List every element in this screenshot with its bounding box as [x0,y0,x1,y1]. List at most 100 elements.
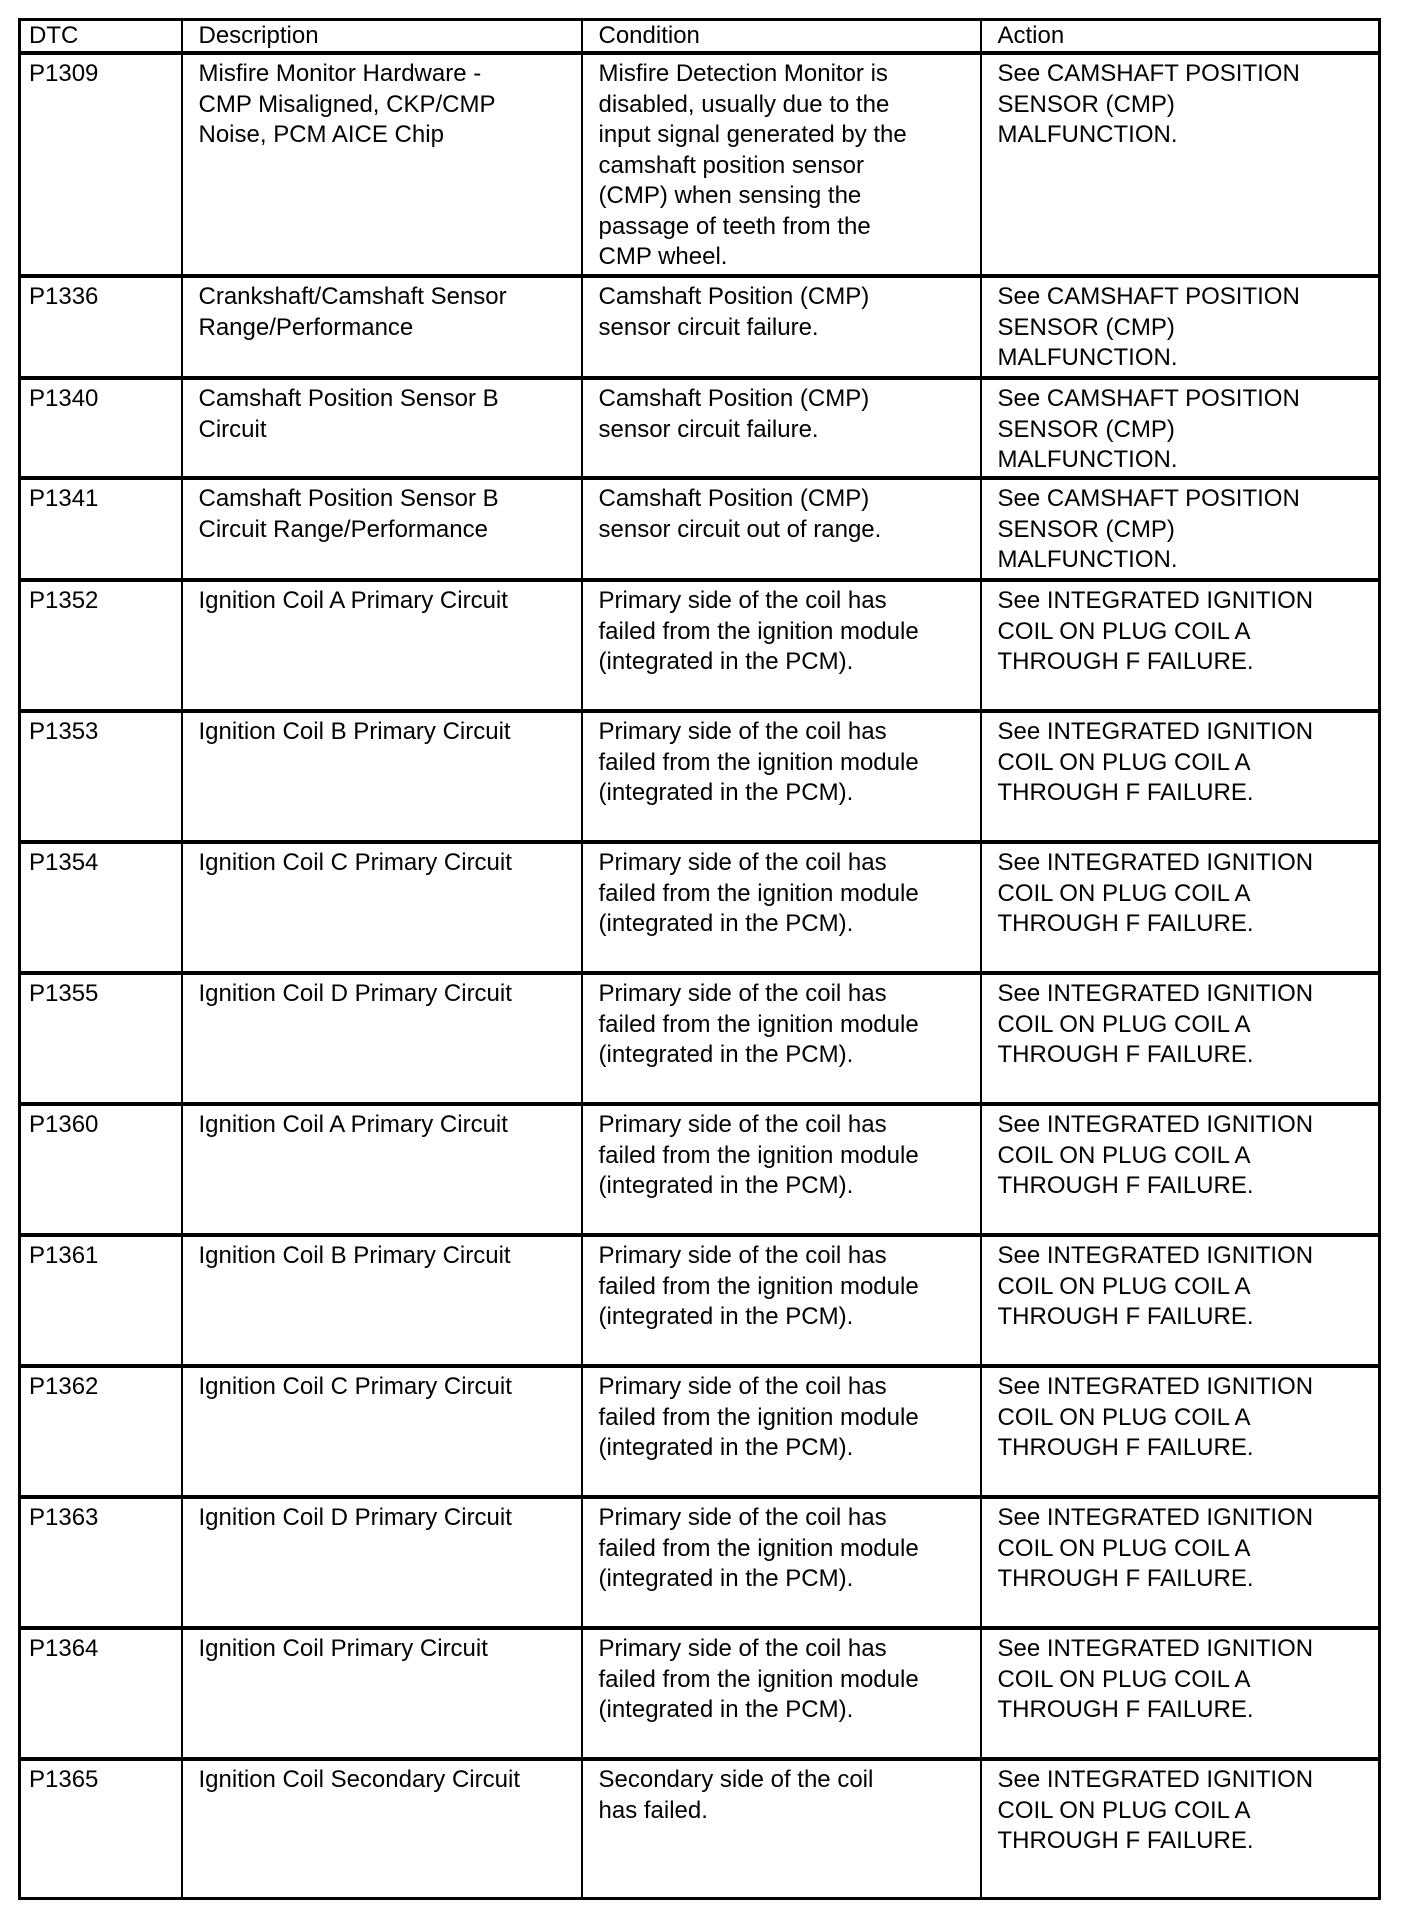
condition-line: Camshaft Position (CMP) [598,485,870,512]
action-line: See INTEGRATED IGNITION [997,1242,1314,1269]
condition-line: (integrated in the PCM). [598,1434,854,1461]
condition-cell: Secondary side of the coil has failed. [580,1758,982,1899]
condition-line: (integrated in the PCM). [598,648,854,675]
condition-line: Primary side of the coil has [598,587,887,614]
condition-line: (integrated in the PCM). [598,1696,854,1723]
condition-line: failed from the ignition module [598,748,919,776]
condition-line: Misfire Detection Monitor is [598,60,888,87]
action-line: MALFUNCTION. [997,446,1178,473]
action-line: COIL ON PLUG COIL A [997,879,1251,907]
action-line: COIL ON PLUG COIL A [997,1141,1251,1169]
description-line: Camshaft Position Sensor B [198,385,499,412]
action-cell: See CAMSHAFT POSITION SENSOR (CMP) MALFUNC… [979,377,1381,479]
action-line: SENSOR (CMP) [997,415,1175,443]
description-line: Range/Performance [198,313,414,341]
description-line: Ignition Coil A Primary Circuit [198,1111,508,1138]
table-row: P1353 Ignition Coil B Primary Circuit Prim… [18,710,1381,843]
header-description: Description [180,18,583,54]
action-line: See INTEGRATED IGNITION [997,1504,1314,1531]
description-line: Ignition Coil D Primary Circuit [198,1504,512,1531]
dtc-cell: P1352 [18,579,183,712]
description-line: Crankshaft/Camshaft Sensor [198,283,507,310]
description-cell: Ignition Coil B Primary Circuit [180,710,583,843]
action-line: See INTEGRATED IGNITION [997,718,1314,745]
description-line: CMP Misaligned, CKP/CMP [198,90,496,118]
action-line: See CAMSHAFT POSITION [997,485,1300,512]
description-cell: Ignition Coil Secondary Circuit [180,1758,583,1899]
action-line: THROUGH F FAILURE. [997,1303,1254,1330]
action-line: See INTEGRATED IGNITION [997,980,1314,1007]
description-line: Ignition Coil C Primary Circuit [198,849,512,876]
action-line: THROUGH F FAILURE. [997,1041,1254,1068]
condition-cell: Primary side of the coil has failed from … [580,579,982,712]
action-line: SENSOR (CMP) [997,515,1175,543]
dtc-cell: P1353 [18,710,183,843]
action-line: See INTEGRATED IGNITION [997,1635,1314,1662]
condition-line: Secondary side of the coil [598,1766,874,1793]
condition-line: failed from the ignition module [598,1665,919,1693]
description-line: Misfire Monitor Hardware - [198,60,482,87]
action-line: SENSOR (CMP) [997,313,1175,341]
action-line: COIL ON PLUG COIL A [997,1534,1251,1562]
description-line: Ignition Coil D Primary Circuit [198,980,512,1007]
dtc-cell: P1362 [18,1365,183,1498]
condition-cell: Primary side of the coil has failed from … [580,972,982,1105]
condition-line: (integrated in the PCM). [598,910,854,937]
condition-line: failed from the ignition module [598,1534,919,1562]
header-action: Action [979,18,1381,54]
description-cell: Camshaft Position Sensor B Circuit [180,377,583,479]
action-cell: See INTEGRATED IGNITION COIL ON PLUG COIL… [979,1365,1381,1498]
action-cell: See INTEGRATED IGNITION COIL ON PLUG COIL… [979,1758,1381,1899]
dtc-cell: P1360 [18,1103,183,1236]
condition-line: has failed. [598,1796,708,1824]
condition-line: Primary side of the coil has [598,1111,887,1138]
dtc-cell: P1336 [18,275,183,379]
dtc-cell: P1309 [18,52,183,277]
table-row: P1361 Ignition Coil B Primary Circuit Prim… [18,1234,1381,1367]
action-line: See INTEGRATED IGNITION [997,1111,1314,1138]
condition-line: camshaft position sensor [598,151,864,179]
condition-line: Primary side of the coil has [598,980,887,1007]
description-line: Ignition Coil Primary Circuit [198,1635,488,1662]
condition-cell: Camshaft Position (CMP) sensor circuit fa… [580,275,982,379]
action-line: See CAMSHAFT POSITION [997,283,1300,310]
action-cell: See INTEGRATED IGNITION COIL ON PLUG COIL… [979,1627,1381,1760]
description-cell: Ignition Coil C Primary Circuit [180,841,583,974]
action-line: THROUGH F FAILURE. [997,1827,1254,1854]
table-row: P1309 Misfire Monitor Hardware - CMP Misal… [18,52,1381,277]
condition-line: failed from the ignition module [598,879,919,907]
description-line: Circuit [198,415,267,443]
action-cell: See INTEGRATED IGNITION COIL ON PLUG COIL… [979,1103,1381,1236]
table-row: P1352 Ignition Coil A Primary Circuit Prim… [18,579,1381,712]
dtc-cell: P1361 [18,1234,183,1367]
action-cell: See INTEGRATED IGNITION COIL ON PLUG COIL… [979,710,1381,843]
table-row: P1336 Crankshaft/Camshaft Sensor Range/Per… [18,275,1381,379]
condition-cell: Primary side of the coil has failed from … [580,1365,982,1498]
description-cell: Ignition Coil D Primary Circuit [180,972,583,1105]
table-body: P1309 Misfire Monitor Hardware - CMP Misal… [18,52,1381,1899]
condition-line: Primary side of the coil has [598,1373,887,1400]
condition-cell: Primary side of the coil has failed from … [580,1103,982,1236]
condition-cell: Primary side of the coil has failed from … [580,841,982,974]
condition-line: sensor circuit out of range. [598,515,882,543]
description-line: Circuit Range/Performance [198,515,488,543]
description-cell: Ignition Coil B Primary Circuit [180,1234,583,1367]
header-condition: Condition [580,18,982,54]
action-line: See CAMSHAFT POSITION [997,385,1300,412]
table-row: P1365 Ignition Coil Secondary Circuit Seco… [18,1758,1381,1899]
condition-line: Camshaft Position (CMP) [598,385,870,412]
header-dtc: DTC [18,18,183,54]
condition-line: failed from the ignition module [598,1403,919,1431]
condition-line: (integrated in the PCM). [598,1041,854,1068]
condition-cell: Misfire Detection Monitor is disabled, us… [580,52,982,277]
action-line: COIL ON PLUG COIL A [997,1272,1251,1300]
description-line: Noise, PCM AICE Chip [198,121,444,148]
action-line: See INTEGRATED IGNITION [997,849,1314,876]
action-line: THROUGH F FAILURE. [997,1172,1254,1199]
condition-line: Camshaft Position (CMP) [598,283,870,310]
condition-line: failed from the ignition module [598,1010,919,1038]
table-row: P1355 Ignition Coil D Primary Circuit Prim… [18,972,1381,1105]
action-line: See INTEGRATED IGNITION [997,1373,1314,1400]
condition-line: sensor circuit failure. [598,415,819,443]
condition-line: Primary side of the coil has [598,1504,887,1531]
